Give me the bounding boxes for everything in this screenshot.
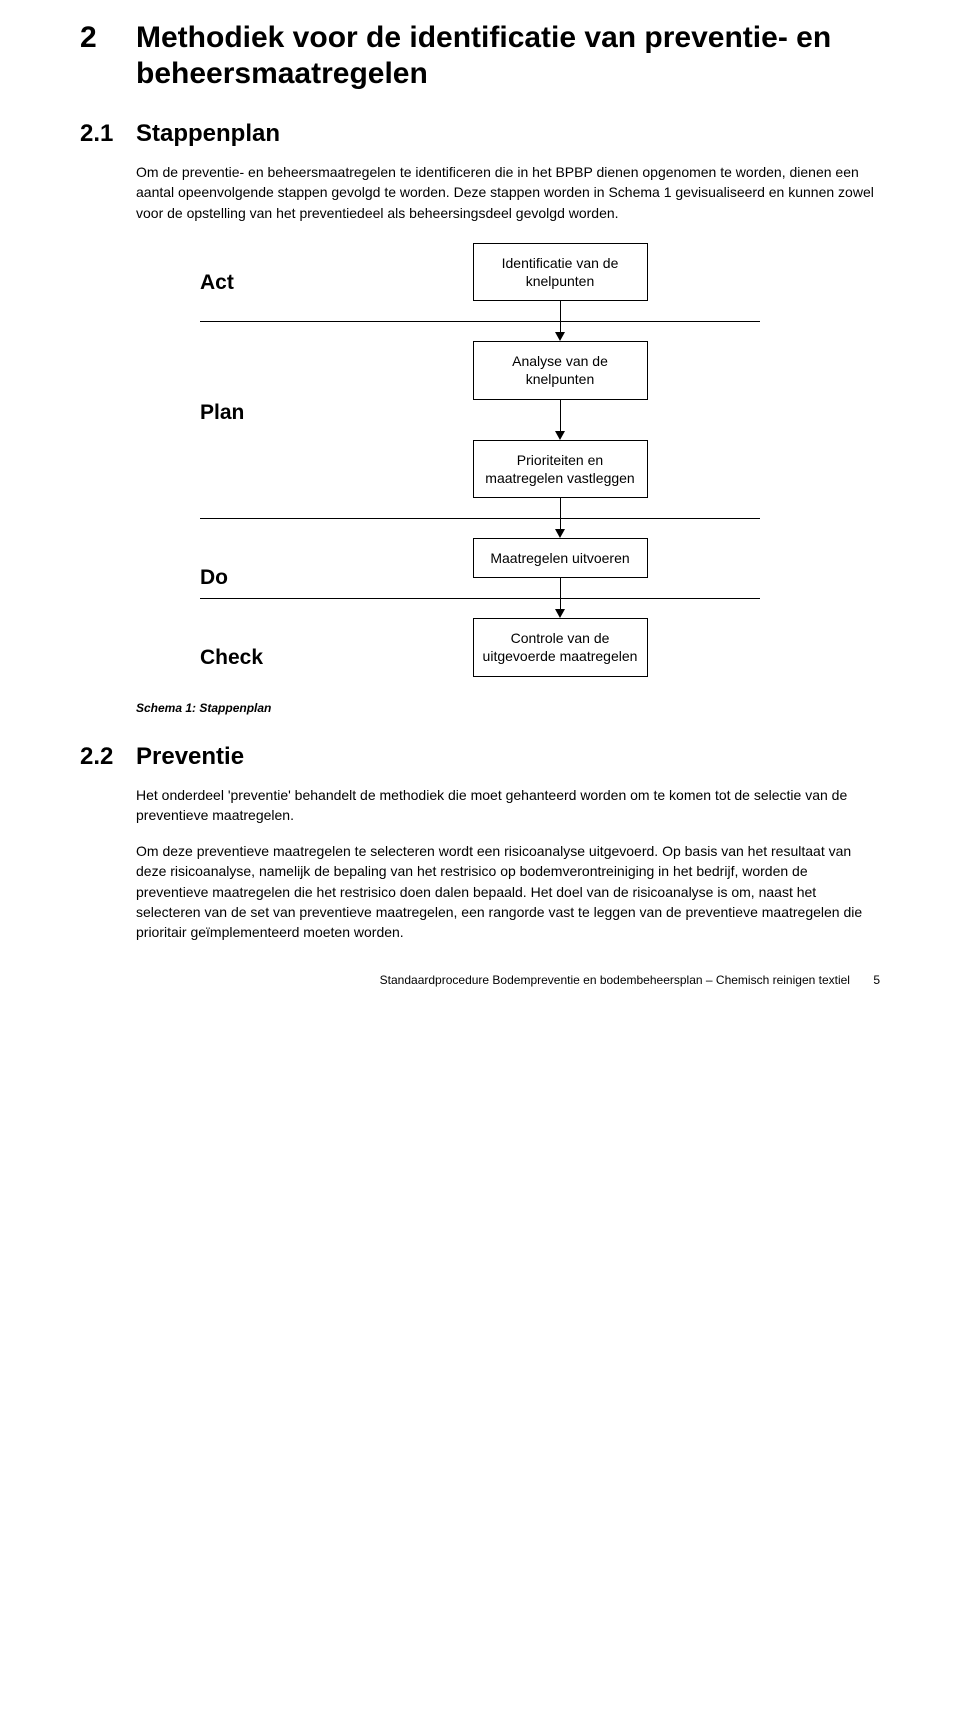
section-2-2-paragraph-2: Om deze preventieve maatregelen te selec… — [136, 841, 880, 942]
phase-separator — [200, 518, 760, 519]
section-number: 2.1 — [80, 120, 136, 148]
flow-box-identificatie: Identificatie van de knelpunten — [473, 243, 648, 301]
flow-box-controle: Controle van de uitgevoerde maatregelen — [473, 618, 648, 676]
section-title-text: Stappenplan — [136, 120, 280, 148]
section-2-1-paragraph: Om de preventie- en beheersmaatregelen t… — [136, 162, 880, 223]
schema-caption: Schema 1: Stappenplan — [136, 701, 880, 715]
flow-box-analyse: Analyse van de knelpunten — [473, 341, 648, 399]
flowchart-schema-1: Act Identificatie van de knelpunten Plan… — [200, 243, 760, 677]
phase-separator — [200, 598, 760, 599]
page-footer: Standaardprocedure Bodempreventie en bod… — [80, 973, 880, 987]
phase-label-do: Do — [200, 538, 360, 590]
footer-text: Standaardprocedure Bodempreventie en bod… — [380, 973, 850, 987]
section-2-2-paragraph-1: Het onderdeel 'preventie' behandelt de m… — [136, 785, 880, 826]
phase-label-check: Check — [200, 618, 360, 670]
flow-box-prioriteiten: Prioriteiten en maatregelen vastleggen — [473, 440, 648, 498]
chapter-number: 2 — [80, 20, 136, 92]
section-number: 2.2 — [80, 743, 136, 771]
chapter-title: 2 Methodiek voor de identificatie van pr… — [80, 20, 880, 92]
flow-box-uitvoeren: Maatregelen uitvoeren — [473, 538, 648, 578]
section-title-2-1: 2.1 Stappenplan — [80, 120, 880, 148]
chapter-title-text: Methodiek voor de identificatie van prev… — [136, 20, 880, 92]
phase-label-plan: Plan — [200, 341, 360, 425]
footer-page-number: 5 — [873, 973, 880, 987]
section-title-text: Preventie — [136, 743, 244, 771]
phase-separator — [200, 321, 760, 322]
section-title-2-2: 2.2 Preventie — [80, 743, 880, 771]
phase-label-act: Act — [200, 243, 360, 295]
